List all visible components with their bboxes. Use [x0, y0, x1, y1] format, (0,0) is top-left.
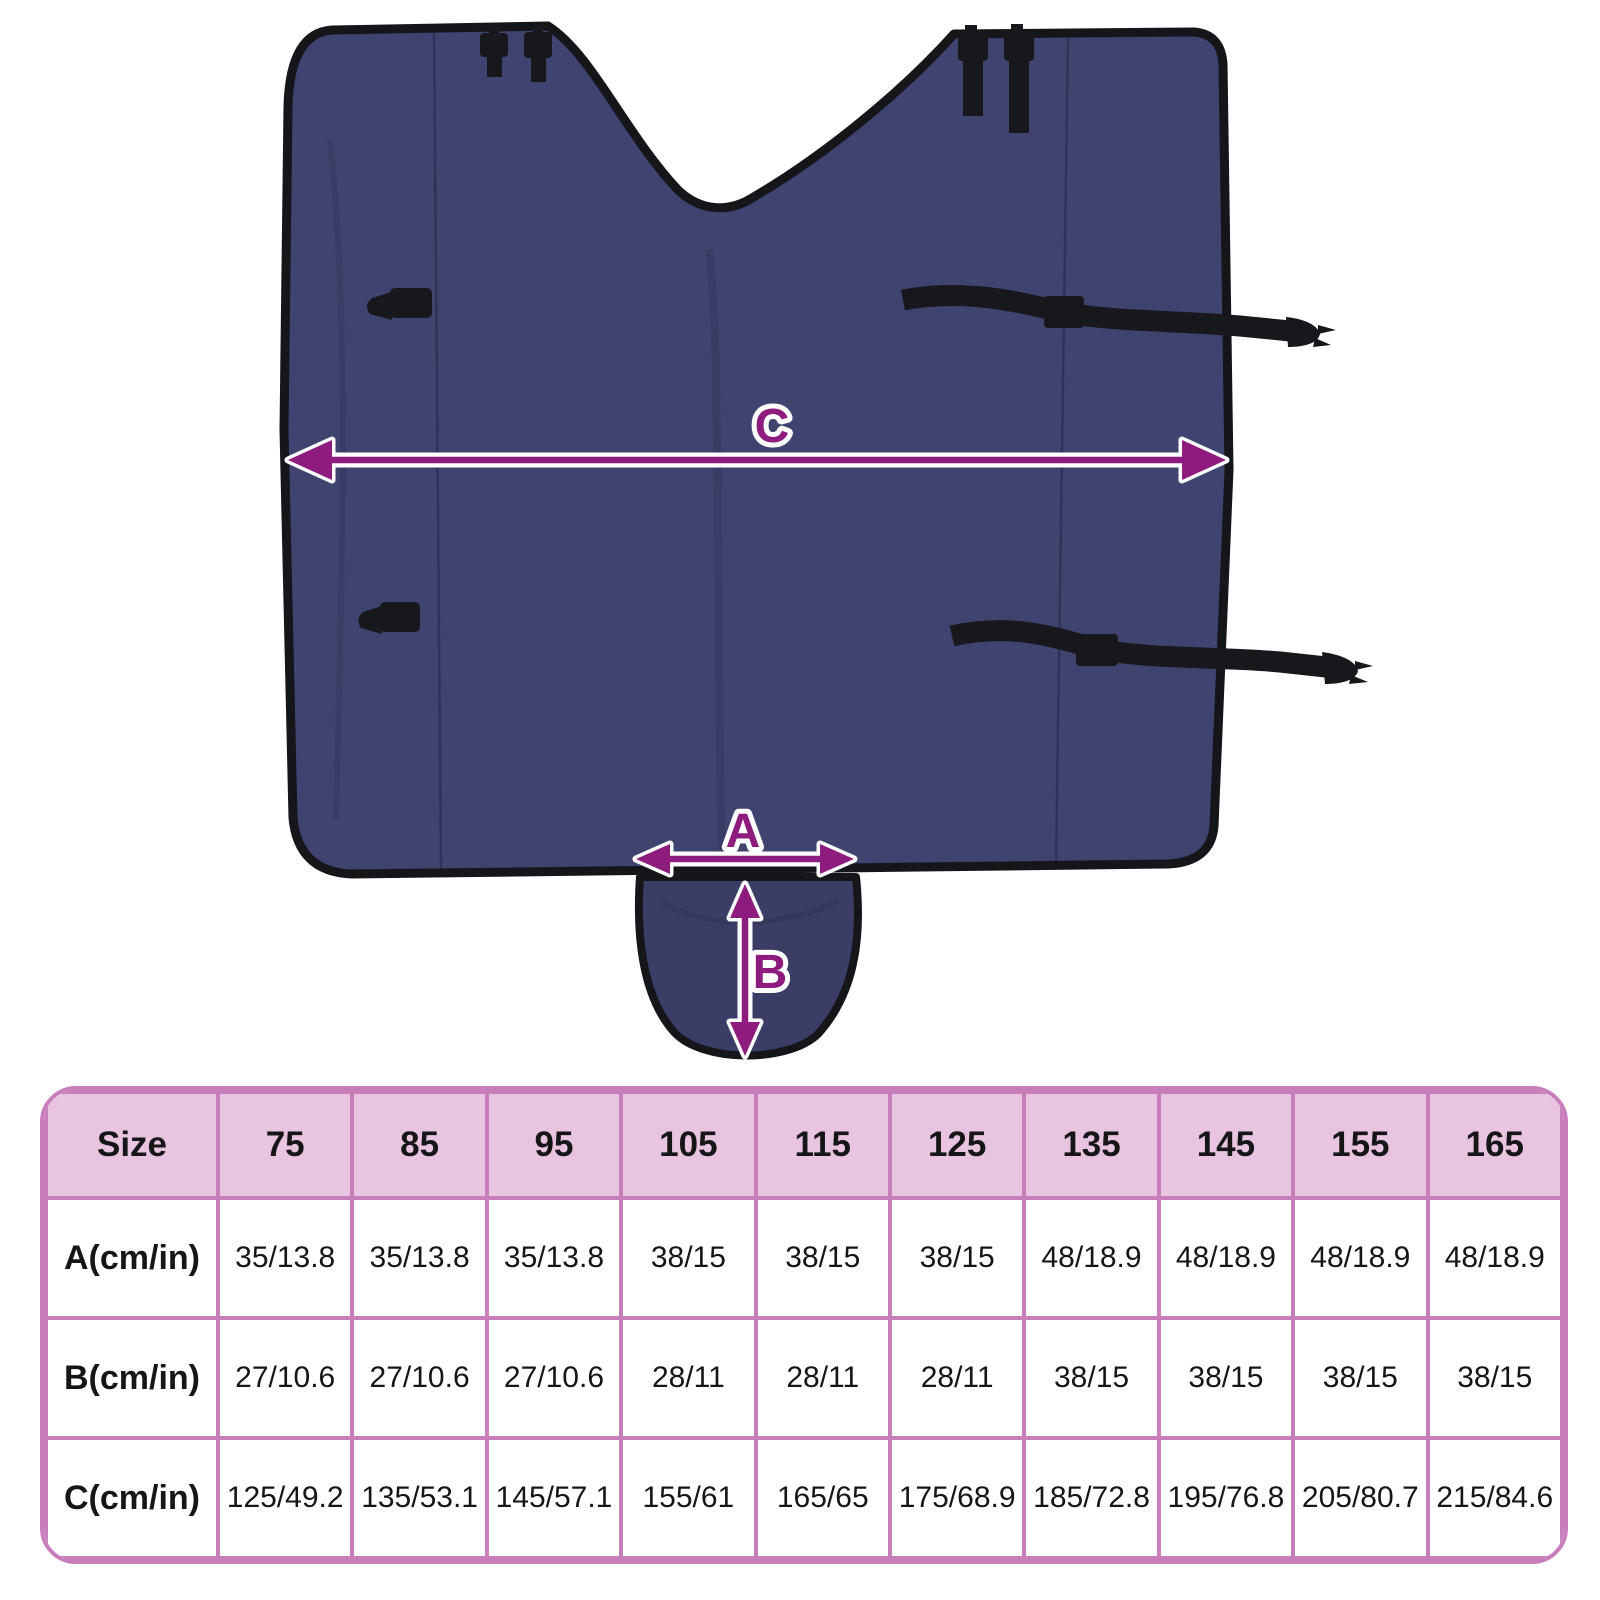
measurement-cell: 195/76.8: [1156, 1436, 1296, 1560]
measurement-cell: 165/65: [753, 1436, 892, 1560]
size-table: Size 75 85 95 105 115 125 135 145 155 16…: [40, 1086, 1568, 1564]
measurement-cell: 38/15: [619, 1196, 758, 1320]
left-side-buckle-icon: [358, 602, 420, 634]
header-cell: 135: [1022, 1090, 1161, 1200]
measurement-cell: 38/15: [1022, 1316, 1161, 1440]
fabric-crease: [327, 139, 346, 821]
measurement-cell: 38/15: [887, 1196, 1027, 1320]
table-row: A(cm/in) 35/13.8 35/13.8 35/13.8 38/15 3…: [44, 1196, 1564, 1320]
blanket-body: [279, 21, 1234, 879]
row-label-cell: B(cm/in): [44, 1316, 220, 1440]
measurement-cell: 48/18.9: [1022, 1196, 1161, 1320]
measurement-cell: 145/57.1: [484, 1436, 624, 1560]
measure-arrow-a: [632, 840, 858, 878]
measurement-cell: 28/11: [753, 1316, 892, 1440]
measure-label-b: B: [753, 946, 788, 999]
measurement-cell: 48/18.9: [1156, 1196, 1296, 1320]
measurement-cell: 28/11: [619, 1316, 758, 1440]
header-cell: 95: [484, 1090, 624, 1200]
measurement-cell: 28/11: [887, 1316, 1027, 1440]
measurement-cell: 125/49.2: [215, 1436, 355, 1560]
measure-label-a: A: [726, 805, 761, 858]
measure-label-c: C: [755, 400, 790, 453]
measure-arrow-b: [726, 880, 764, 1060]
header-cell: 165: [1425, 1090, 1564, 1200]
measurement-cell: 38/15: [1425, 1316, 1564, 1440]
header-cell: 105: [619, 1090, 758, 1200]
right-side-strap-icon: [901, 284, 1336, 347]
left-side-buckle-icon: [366, 288, 432, 320]
measurement-cell: 48/18.9: [1425, 1196, 1564, 1320]
right-seam: [1054, 37, 1070, 865]
row-label-cell: A(cm/in): [44, 1196, 220, 1320]
header-cell: 115: [753, 1090, 892, 1200]
top-left-buckle-icon: [480, 25, 508, 77]
measurement-cell: 38/15: [753, 1196, 892, 1320]
header-cell: 75: [215, 1090, 355, 1200]
top-right-strap-icon: [958, 25, 988, 116]
measurement-cell: 215/84.6: [1425, 1436, 1564, 1560]
row-label-cell: C(cm/in): [44, 1436, 220, 1560]
measurement-cell: 27/10.6: [350, 1316, 489, 1440]
product-diagram: C A B: [279, 21, 1373, 1060]
left-seam: [432, 29, 443, 873]
top-left-buckle-icon: [524, 24, 552, 82]
header-cell: 145: [1156, 1090, 1296, 1200]
table-row: B(cm/in) 27/10.6 27/10.6 27/10.6 28/11 2…: [44, 1316, 1564, 1440]
measurement-cell: 48/18.9: [1291, 1196, 1430, 1320]
measure-arrow-c: [284, 436, 1230, 484]
fabric-crease: [706, 249, 726, 861]
measurement-cell: 38/15: [1156, 1316, 1296, 1440]
header-cell: 155: [1291, 1090, 1430, 1200]
measurement-cell: 27/10.6: [215, 1316, 355, 1440]
header-cell: Size: [44, 1090, 220, 1200]
top-right-strap-icon: [1004, 24, 1034, 133]
table-row: C(cm/in) 125/49.2 135/53.1 145/57.1 155/…: [44, 1436, 1564, 1560]
measurement-cell: 35/13.8: [350, 1196, 489, 1320]
header-cell: 85: [350, 1090, 489, 1200]
size-table-header-row: Size 75 85 95 105 115 125 135 145 155 16…: [44, 1090, 1564, 1200]
header-cell: 125: [887, 1090, 1027, 1200]
measurement-cell: 38/15: [1291, 1316, 1430, 1440]
measurement-cell: 155/61: [619, 1436, 758, 1560]
measurement-cell: 175/68.9: [887, 1436, 1027, 1560]
measurement-cell: 27/10.6: [484, 1316, 624, 1440]
measurement-cell: 185/72.8: [1022, 1436, 1161, 1560]
measurement-cell: 35/13.8: [484, 1196, 624, 1320]
measurement-cell: 35/13.8: [215, 1196, 355, 1320]
measurement-cell: 135/53.1: [350, 1436, 489, 1560]
right-side-strap-icon: [949, 620, 1373, 684]
measurement-cell: 205/80.7: [1291, 1436, 1430, 1560]
